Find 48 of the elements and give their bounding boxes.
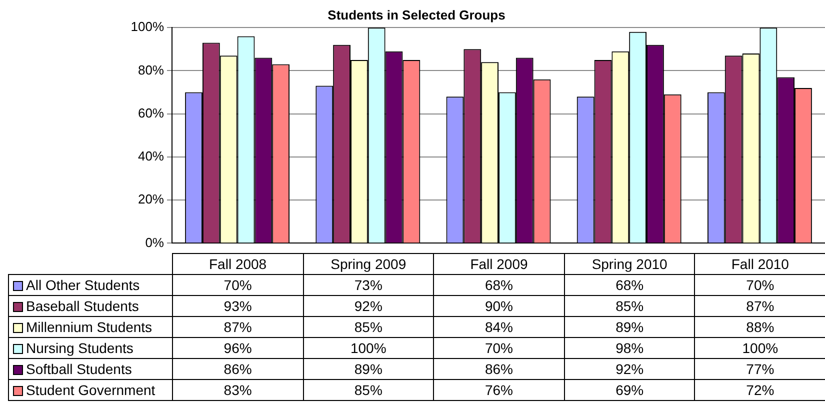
y-tick-label: 100% [130,19,164,34]
legend-label: Softball Students [26,361,132,377]
legend-label: Nursing Students [26,340,134,356]
data-label: 84% [434,316,564,338]
data-label: 85% [303,380,434,400]
data-label: 85% [564,296,695,316]
data-label: 68% [564,274,695,296]
data-label: 70% [694,274,825,296]
data-label: 100% [303,338,434,358]
data-label: 100% [694,338,825,358]
legend-label: Millennium Students [26,319,152,335]
data-label: 87% [172,316,304,338]
data-label: 77% [694,358,825,380]
legend-label: All Other Students [26,277,140,293]
data-label: 72% [694,380,825,400]
y-tick-label: 40% [138,148,164,164]
y-tick-label: 0% [145,234,164,250]
data-label: 89% [564,316,695,338]
data-label: 90% [434,296,564,316]
y-tick-label: 80% [138,62,164,78]
data-label: 92% [303,296,434,316]
legend-label: Student Government [26,382,156,398]
data-label: 88% [694,316,825,338]
data-label: 86% [172,358,304,380]
legend-label: Baseball Students [26,298,139,314]
data-label: 89% [303,358,434,380]
data-label: 68% [434,274,564,296]
data-label: 98% [564,338,695,358]
x-tick-label: Spring 2009 [303,254,434,274]
data-label: 83% [172,380,304,400]
chart-title: Students in Selected Groups [328,7,506,22]
data-label: 69% [564,380,695,400]
data-label: 70% [434,338,564,358]
x-tick-label: Fall 2008 [172,254,304,274]
data-label: 76% [434,380,564,400]
data-label: 87% [694,296,825,316]
data-label: 70% [172,274,304,296]
data-label: 86% [434,358,564,380]
data-label: 93% [172,296,304,316]
y-tick-label: 60% [138,105,164,120]
x-tick-label: Fall 2009 [434,254,564,274]
x-tick-label: Spring 2010 [564,254,695,274]
x-tick-label: Fall 2010 [694,254,825,274]
data-label: 73% [303,274,434,296]
data-label: 85% [303,316,434,338]
y-tick-label: 20% [138,192,164,207]
data-label: 96% [172,338,304,358]
data-label: 92% [564,358,695,380]
